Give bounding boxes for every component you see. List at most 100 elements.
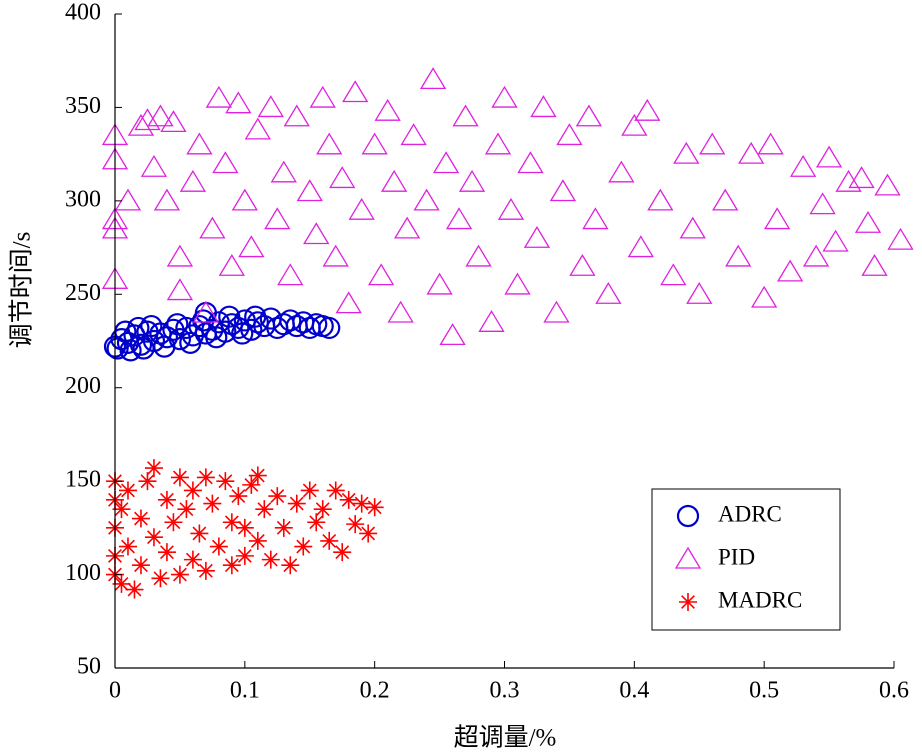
- star-marker: [190, 524, 209, 543]
- triangle-marker: [627, 235, 654, 258]
- triangle-marker: [134, 108, 161, 131]
- triangle-marker: [153, 188, 181, 211]
- triangle-marker: [861, 253, 888, 276]
- triangle-marker: [549, 179, 577, 202]
- star-marker: [268, 487, 287, 506]
- triangle-marker: [199, 216, 226, 239]
- star-marker: [157, 543, 176, 562]
- triangle-marker: [634, 98, 661, 121]
- triangle-marker: [413, 188, 440, 211]
- circle-marker: [318, 316, 341, 340]
- triangle-marker: [160, 110, 187, 133]
- star-marker: [333, 543, 352, 562]
- triangle-marker: [244, 117, 271, 140]
- circle-marker: [119, 339, 142, 362]
- triangle-marker: [166, 278, 194, 301]
- star-marker: [157, 490, 176, 509]
- circle-marker: [279, 309, 302, 332]
- triangle-marker: [283, 104, 310, 127]
- star-marker: [359, 524, 378, 543]
- triangle-marker: [426, 272, 453, 295]
- circle-marker: [205, 326, 228, 349]
- legend-label: MADRC: [718, 587, 802, 612]
- triangle-marker: [322, 244, 349, 267]
- triangle-marker: [212, 151, 239, 174]
- triangle-marker: [257, 95, 284, 118]
- y-tick-label: 150: [65, 467, 101, 493]
- star-marker: [320, 531, 339, 550]
- star-marker: [235, 546, 254, 565]
- x-tick-label: 0.1: [230, 678, 260, 704]
- triangle-marker: [218, 253, 245, 276]
- x-tick-label: 0.4: [619, 678, 649, 704]
- circle-marker: [244, 305, 267, 328]
- triangle-marker: [452, 104, 479, 127]
- star-marker: [679, 593, 697, 611]
- star-marker: [138, 472, 157, 491]
- triangle-marker: [439, 323, 466, 346]
- triangle-marker: [802, 244, 830, 267]
- triangle-marker: [679, 216, 706, 239]
- triangle-marker: [751, 285, 778, 308]
- triangle-marker: [192, 300, 220, 323]
- triangle-marker: [348, 197, 375, 220]
- star-marker: [118, 537, 137, 556]
- star-marker: [196, 561, 215, 580]
- triangle-marker: [712, 188, 739, 211]
- star-marker: [170, 565, 189, 584]
- star-marker: [177, 500, 196, 519]
- triangle-marker: [556, 123, 583, 146]
- y-tick-label: 50: [77, 654, 101, 680]
- triangle-marker: [504, 272, 531, 295]
- x-tick-label: 0.6: [879, 678, 909, 704]
- star-marker: [203, 494, 222, 513]
- triangle-marker: [179, 169, 207, 192]
- triangle-marker: [699, 132, 726, 155]
- triangle-marker: [296, 179, 323, 202]
- star-marker: [235, 518, 254, 537]
- triangle-marker: [342, 80, 369, 103]
- star-marker: [131, 556, 150, 575]
- circle-marker: [127, 316, 150, 340]
- triangle-marker: [517, 151, 544, 174]
- star-marker: [151, 569, 170, 588]
- triangle-marker: [419, 67, 447, 90]
- circle-marker: [179, 331, 202, 354]
- triangle-marker: [738, 141, 765, 164]
- triangle-marker: [621, 113, 648, 136]
- triangle-marker: [660, 263, 687, 286]
- triangle-marker: [608, 160, 635, 183]
- star-marker: [294, 537, 313, 556]
- triangle-marker: [809, 192, 836, 215]
- star-marker: [365, 498, 384, 517]
- triangle-marker: [114, 188, 142, 211]
- star-marker: [261, 550, 280, 569]
- triangle-marker: [166, 244, 194, 267]
- x-tick-label: 0.2: [360, 678, 390, 704]
- triangle-marker: [225, 91, 252, 114]
- star-marker: [307, 513, 326, 532]
- triangle-marker: [393, 216, 421, 239]
- triangle-marker: [387, 300, 414, 323]
- x-tick-label: 0.5: [749, 678, 779, 704]
- triangle-marker: [647, 188, 674, 211]
- y-tick-label: 400: [65, 0, 101, 26]
- star-marker: [125, 580, 144, 599]
- triangle-marker: [309, 85, 336, 108]
- legend-label: ADRC: [718, 501, 782, 526]
- triangle-marker: [335, 291, 362, 314]
- triangle-marker: [445, 207, 473, 230]
- triangle-marker: [277, 263, 304, 286]
- circle-marker: [129, 333, 153, 356]
- triangle-marker: [491, 85, 518, 108]
- triangle-marker: [147, 104, 174, 127]
- star-marker: [300, 481, 319, 500]
- triangle-marker: [854, 211, 882, 233]
- triangle-marker: [497, 197, 525, 220]
- triangle-marker: [789, 154, 817, 177]
- triangle-marker: [530, 95, 557, 118]
- triangle-marker: [316, 132, 343, 155]
- triangle-marker: [815, 145, 843, 168]
- triangle-marker: [822, 229, 849, 252]
- triangle-marker: [465, 244, 492, 267]
